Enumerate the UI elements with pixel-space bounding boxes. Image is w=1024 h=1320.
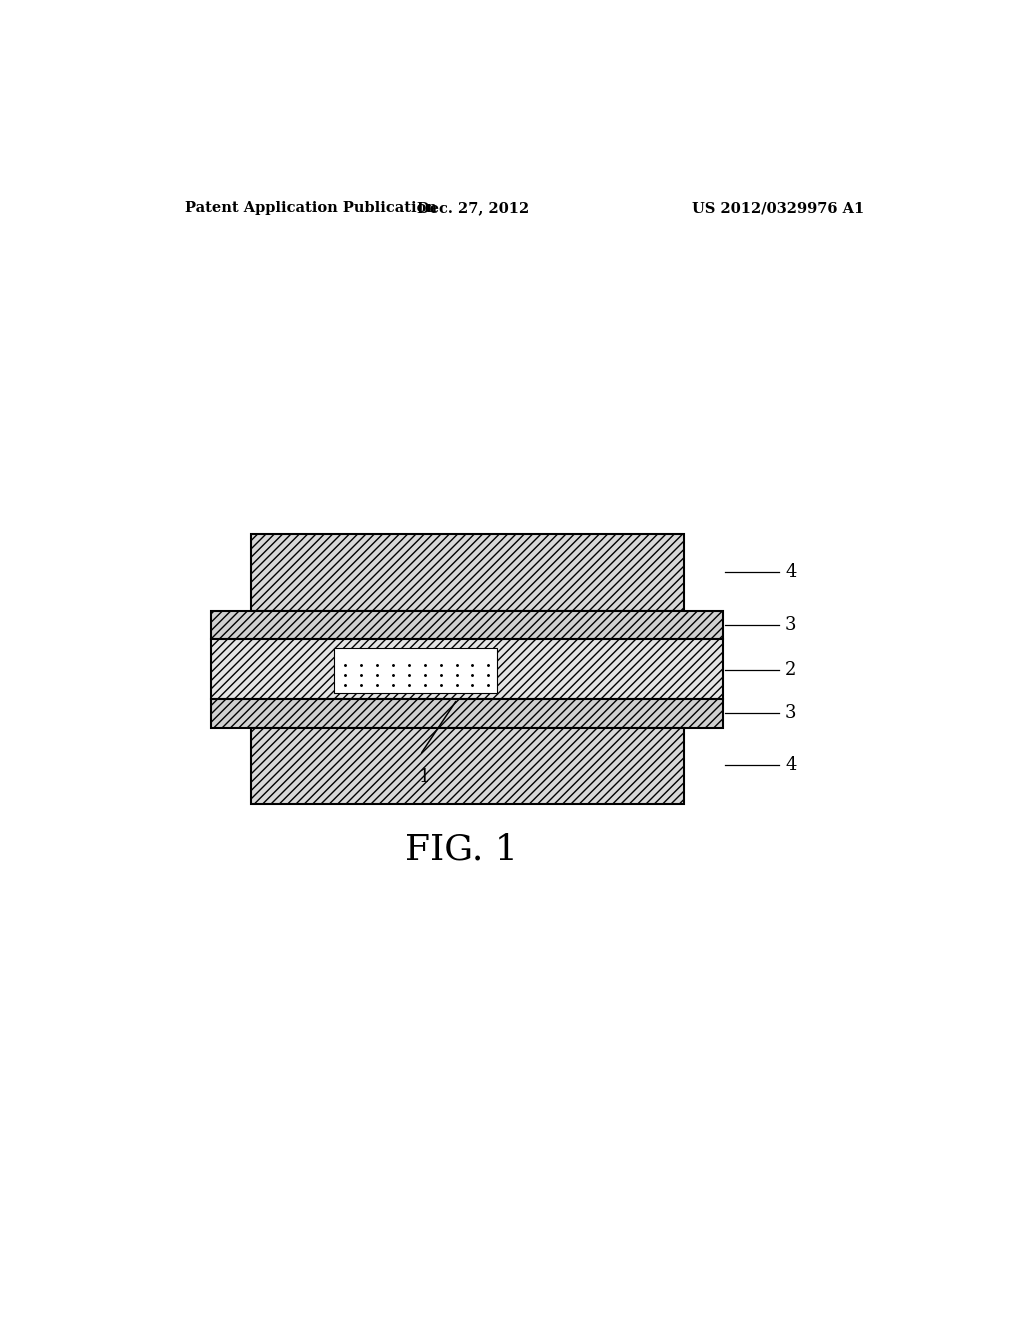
Text: 1: 1	[419, 768, 430, 787]
Bar	[211, 700, 723, 727]
Text: FIG. 1: FIG. 1	[404, 833, 518, 866]
Bar	[211, 639, 723, 700]
Text: 3: 3	[785, 705, 797, 722]
Text: Dec. 27, 2012: Dec. 27, 2012	[417, 201, 529, 215]
Text: US 2012/0329976 A1: US 2012/0329976 A1	[692, 201, 864, 215]
Bar	[251, 727, 684, 804]
Bar	[334, 648, 497, 693]
Bar	[211, 611, 723, 639]
Text: 4: 4	[785, 564, 797, 581]
Text: 3: 3	[785, 616, 797, 634]
Text: Patent Application Publication: Patent Application Publication	[185, 201, 437, 215]
Bar	[251, 535, 684, 611]
Text: 4: 4	[785, 756, 797, 775]
Text: 2: 2	[785, 660, 797, 678]
